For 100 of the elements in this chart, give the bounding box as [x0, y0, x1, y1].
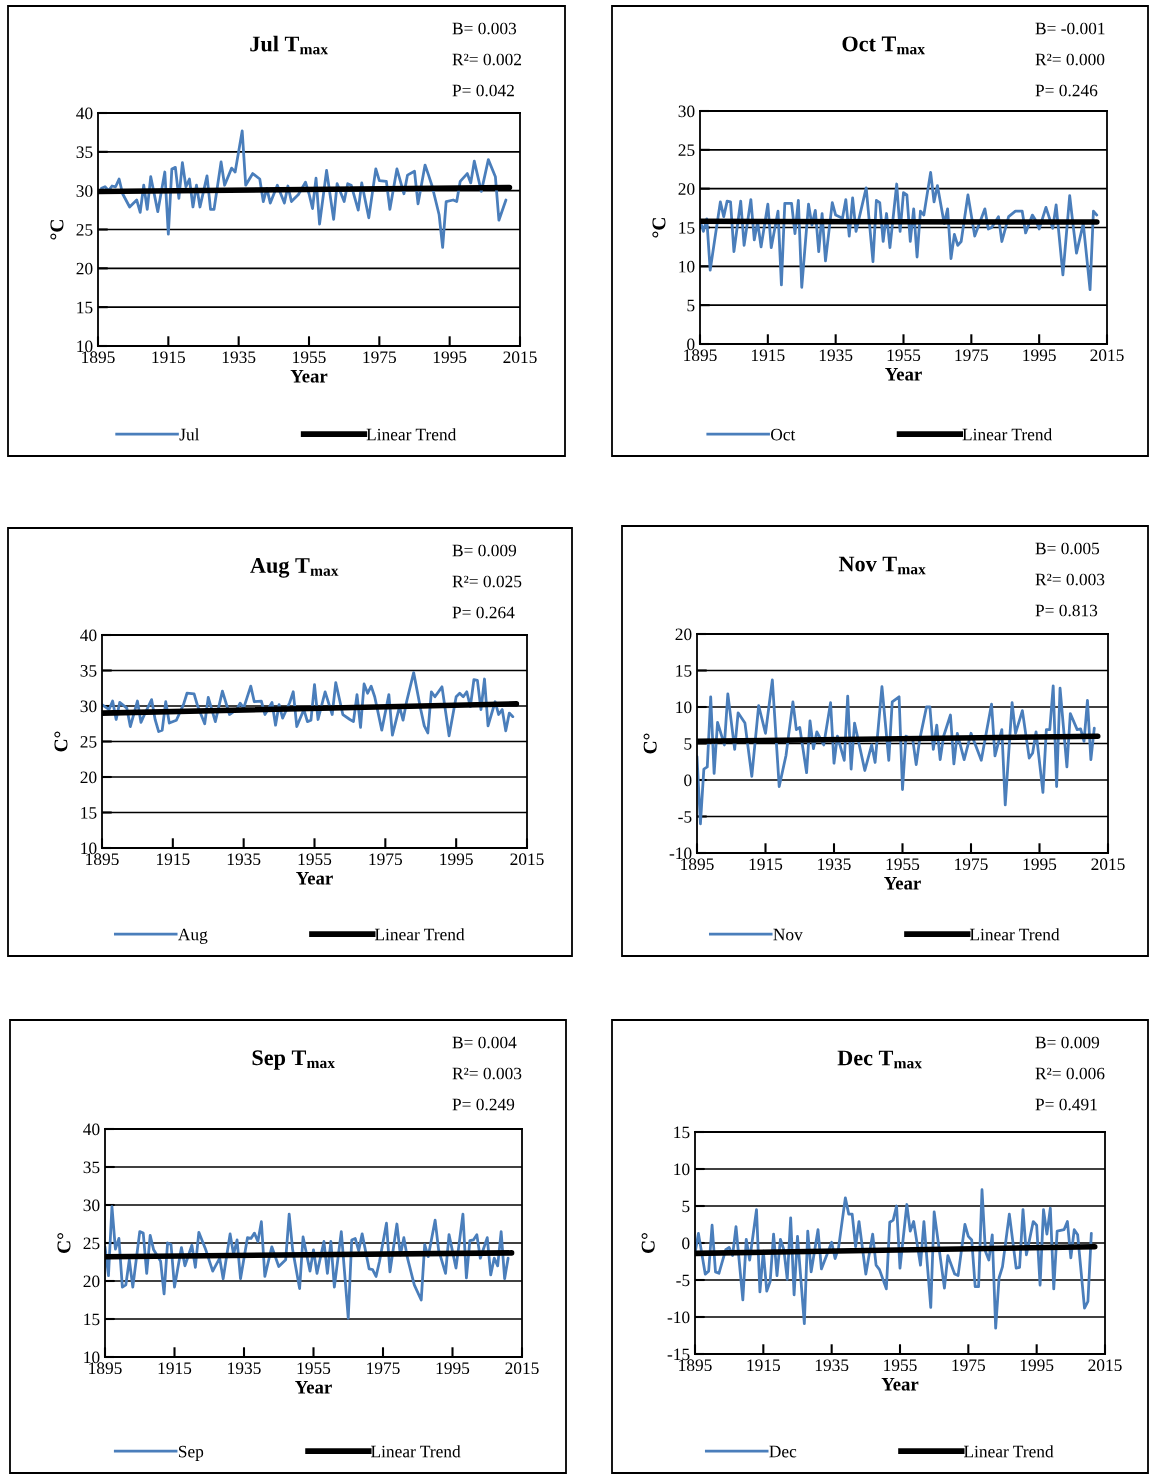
text: R²= 0.002	[452, 53, 522, 66]
x-tick-label: 2015	[1090, 349, 1124, 362]
legend-label: Jul	[179, 428, 200, 441]
text: B= 0.009	[1035, 1036, 1100, 1049]
x-tick-label: 1915	[752, 349, 785, 362]
y-tick-label: 10	[676, 701, 692, 714]
x-tick-label: 1995	[440, 853, 473, 866]
y-tick-label: -5	[678, 811, 692, 823]
legend-label: Linear Trend	[963, 1445, 1054, 1458]
legend-label: Sep	[178, 1445, 204, 1461]
legend-label: Dec	[769, 1445, 797, 1458]
x-tick-label: 1955	[297, 1362, 331, 1375]
x-tick-label: 1955	[886, 858, 920, 871]
text: R²= 0.000	[1035, 53, 1105, 66]
x-axis-title: Year	[295, 1381, 332, 1394]
chart-title: Dec T$_{max}$	[837, 1050, 922, 1069]
x-tick-label: 1895	[89, 1362, 122, 1375]
y-tick-label: 20	[80, 771, 97, 784]
x-tick-label: 1935	[818, 858, 851, 871]
text: B= 0.005	[1035, 542, 1100, 555]
line-series	[695, 1188, 1093, 1330]
y-tick-label: 10	[679, 260, 695, 273]
legend-label: Nov	[773, 928, 803, 941]
y-tick-label: 15	[674, 1126, 690, 1139]
y-axis-title: C°	[641, 1233, 655, 1253]
text: P= 0.813	[1035, 604, 1098, 617]
text: B= 0.003	[452, 22, 517, 35]
text: P= 0.249	[452, 1098, 515, 1111]
x-tick-label: 1955	[298, 853, 332, 866]
y-tick-label: 35	[80, 665, 97, 677]
text: R²= 0.003	[452, 1067, 522, 1080]
text: P= 0.246	[1035, 84, 1098, 97]
y-axis-title: °C	[50, 220, 64, 240]
x-tick-label: 1995	[1020, 1359, 1054, 1372]
y-tick-label: 20	[76, 262, 93, 275]
y-axis-title: °C	[652, 218, 666, 238]
y-tick-label: 25	[83, 1237, 100, 1250]
legend-label: Oct	[771, 428, 796, 441]
x-tick-label: 1995	[436, 1362, 470, 1375]
x-tick-label: 1935	[228, 1362, 261, 1375]
x-tick-label: 1915	[749, 858, 783, 871]
y-tick-label: 30	[76, 185, 93, 197]
x-axis-title: Year	[884, 877, 921, 890]
x-tick-label: 1935	[815, 1359, 849, 1372]
text: R²= 0.025	[452, 575, 522, 588]
text: B= 0.009	[452, 544, 517, 557]
y-tick-label: 15	[84, 1313, 100, 1326]
y-tick-label: 20	[678, 183, 695, 195]
y-tick-label: 20	[83, 1275, 100, 1288]
x-tick-label: 2015	[1088, 1359, 1122, 1372]
y-axis-title: C°	[57, 1233, 71, 1253]
x-axis-title: Year	[881, 1378, 919, 1391]
x-tick-label: 1995	[433, 351, 467, 364]
legend-label: Aug	[178, 928, 208, 944]
y-tick-label: 25	[80, 736, 97, 748]
y-tick-label: 25	[678, 144, 695, 157]
y-tick-label: 15	[77, 301, 93, 314]
y-tick-label: 10	[84, 1351, 100, 1364]
y-tick-label: 0	[687, 338, 695, 351]
x-tick-label: 1995	[1023, 858, 1057, 871]
x-tick-label: 1955	[293, 351, 326, 364]
y-tick-label: 40	[76, 107, 93, 120]
y-tick-label: 40	[80, 629, 97, 642]
y-tick-label: 15	[81, 807, 97, 819]
x-tick-label: 2015	[503, 351, 537, 364]
y-tick-label: 30	[678, 105, 695, 118]
x-tick-label: 1895	[681, 858, 714, 871]
text: R²= 0.003	[1035, 573, 1105, 586]
x-tick-label: 1955	[887, 349, 921, 362]
x-tick-label: 1935	[222, 351, 256, 364]
text: R²= 0.006	[1035, 1067, 1105, 1080]
y-tick-label: 35	[76, 146, 93, 159]
legend-label: Linear Trend	[371, 1445, 461, 1458]
x-tick-label: 1955	[884, 1359, 917, 1372]
x-tick-label: 2015	[510, 853, 544, 866]
y-tick-label: 0	[684, 774, 692, 787]
y-tick-label: 0	[682, 1237, 690, 1250]
x-tick-label: 1895	[86, 853, 119, 866]
y-tick-label: -5	[676, 1274, 690, 1287]
x-tick-label: 1895	[684, 349, 717, 362]
y-tick-label: 15	[679, 222, 695, 234]
y-tick-label: 20	[675, 628, 692, 641]
legend-label: Linear Trend	[366, 428, 457, 441]
y-tick-label: 30	[83, 1199, 100, 1212]
legend-label: Linear Trend	[962, 428, 1052, 441]
y-axis-title: C°	[643, 733, 657, 754]
x-tick-label: 1915	[152, 351, 186, 364]
x-tick-label: 1915	[158, 1362, 192, 1375]
y-tick-label: 15	[676, 665, 692, 677]
x-axis-title: Year	[290, 370, 328, 383]
x-tick-label: 1895	[679, 1359, 712, 1372]
x-tick-label: 2015	[505, 1362, 539, 1375]
x-tick-label: 2015	[1091, 858, 1125, 871]
chart-title: Oct T$_{max}$	[842, 36, 925, 55]
x-axis-title: Year	[296, 872, 333, 885]
x-tick-label: 1895	[82, 351, 115, 364]
x-tick-label: 1975	[952, 1359, 986, 1372]
x-tick-label: 1915	[747, 1359, 781, 1372]
text: P= 0.042	[452, 84, 514, 97]
y-tick-label: 40	[83, 1123, 100, 1136]
